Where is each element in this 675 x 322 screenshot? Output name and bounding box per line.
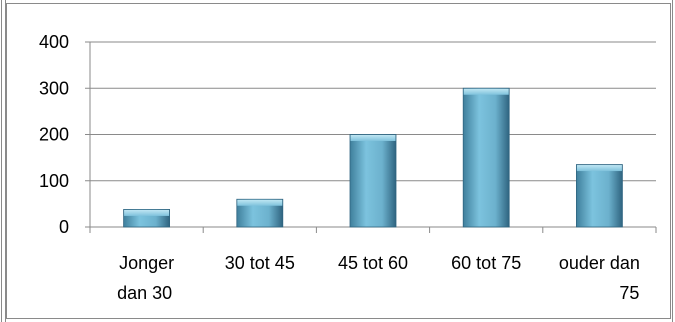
frame-border-right bbox=[672, 0, 673, 322]
bar bbox=[462, 87, 510, 228]
y-tick-label: 200 bbox=[39, 125, 69, 145]
x-tick-label: 60 tot 75 bbox=[451, 253, 521, 273]
y-tick-labels: 0 100 200 300 400 bbox=[39, 32, 69, 237]
y-tick-label: 300 bbox=[39, 78, 69, 98]
x-tick-labels: Jonger dan 30 30 tot 45 45 tot 60 60 tot 75 o… bbox=[117, 253, 640, 303]
bar bbox=[123, 209, 170, 228]
y-tick-label: 100 bbox=[39, 171, 69, 191]
x-tick-label: 45 tot 60 bbox=[338, 253, 408, 273]
x-tick-label: ouder dan bbox=[559, 253, 640, 273]
x-tick-label: Jonger bbox=[119, 253, 174, 273]
x-tick-label: 75 bbox=[619, 283, 639, 303]
bar bbox=[349, 134, 397, 228]
bar bbox=[576, 164, 623, 228]
frame-border-left bbox=[1, 0, 2, 322]
frame-border-left-inner bbox=[5, 0, 6, 322]
bars bbox=[123, 87, 623, 228]
x-tick-label: dan 30 bbox=[117, 283, 172, 303]
y-tick-label: 0 bbox=[59, 217, 69, 237]
bar bbox=[236, 198, 284, 228]
chart-area bbox=[6, 3, 671, 319]
x-tick-label: 30 tot 45 bbox=[225, 253, 295, 273]
y-tick-label: 400 bbox=[39, 32, 69, 52]
